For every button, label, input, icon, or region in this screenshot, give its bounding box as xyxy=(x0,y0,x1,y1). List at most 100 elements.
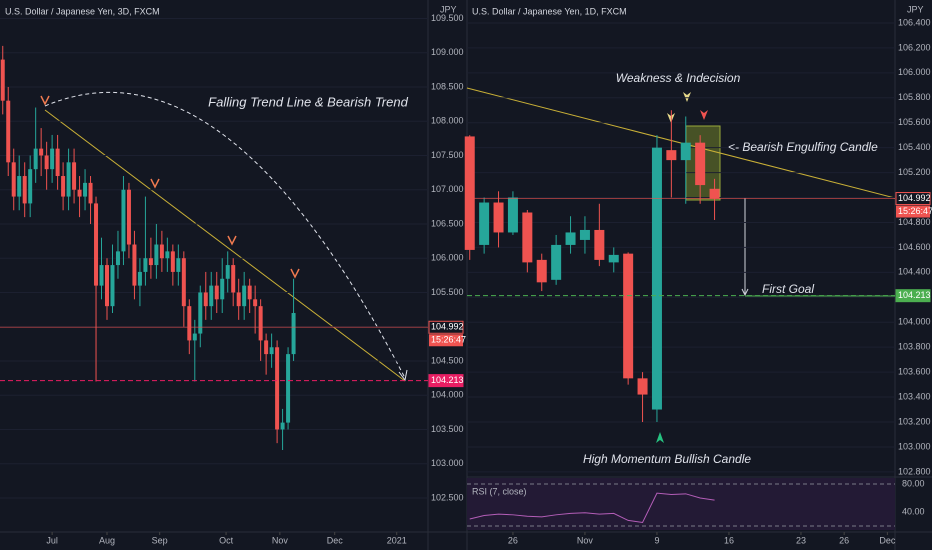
candle-body xyxy=(579,229,590,240)
y-tick-label: 106.200 xyxy=(898,42,931,52)
marker xyxy=(683,92,691,102)
candle-body xyxy=(680,142,691,161)
x-tick-label: 9 xyxy=(654,535,659,545)
candle-body xyxy=(275,347,280,430)
candle-body xyxy=(77,189,82,197)
candle-body xyxy=(61,176,66,197)
candle-body xyxy=(225,265,230,279)
candle-body xyxy=(137,271,142,286)
y-tick-label: 106.400 xyxy=(898,17,931,27)
candle-body xyxy=(154,244,159,266)
x-tick-label: 2021 xyxy=(387,535,407,545)
chart-title: U.S. Dollar / Japanese Yen, 1D, FXCM xyxy=(472,6,627,16)
rsi-line xyxy=(469,492,715,524)
y-tick-label: 107.000 xyxy=(431,184,464,194)
y-tick-label: 109.500 xyxy=(431,13,464,23)
marker xyxy=(150,178,160,189)
axis-unit: JPY xyxy=(907,4,924,14)
y-tick-label: 106.000 xyxy=(898,67,931,77)
y-tick-label: 104.800 xyxy=(898,217,931,227)
candle-body xyxy=(105,265,109,307)
x-tick-label: Dec xyxy=(879,535,896,545)
candle-body xyxy=(253,299,258,307)
candle-body xyxy=(493,202,504,233)
y-tick-label: 103.000 xyxy=(898,441,931,451)
y-tick-label: 104.600 xyxy=(898,242,931,252)
y-tick-label: 109.000 xyxy=(431,47,464,57)
x-tick-label: Sep xyxy=(152,535,168,545)
price-label: 104.213 xyxy=(898,290,931,300)
candle-body xyxy=(209,285,214,307)
y-tick-label: 107.500 xyxy=(431,150,464,160)
rsi-pane xyxy=(467,478,895,530)
x-tick-label: 16 xyxy=(724,535,734,545)
axis-unit: JPY xyxy=(440,4,457,14)
arrow-head xyxy=(741,288,749,297)
rsi-title: RSI (7, close) xyxy=(472,486,527,496)
y-tick-label: 102.500 xyxy=(431,492,464,502)
annotation: Weakness & Indecision xyxy=(616,71,741,85)
rsi-tick-label: 80.00 xyxy=(902,478,925,488)
price-label-bg xyxy=(428,320,464,334)
candle-body xyxy=(637,378,648,395)
candle-body xyxy=(709,188,720,199)
x-tick-label: 26 xyxy=(508,535,518,545)
candle-body xyxy=(88,182,93,204)
chart-title: U.S. Dollar / Japanese Yen, 3D, FXCM xyxy=(5,6,160,16)
annotation: Falling Trend Line & Bearish Trend xyxy=(208,94,408,109)
x-tick-label: Dec xyxy=(327,535,344,545)
candle-body xyxy=(264,340,269,355)
marker xyxy=(656,432,664,443)
candle-body xyxy=(99,265,104,286)
y-tick-label: 103.500 xyxy=(431,424,464,434)
countdown: 15:26:47 xyxy=(431,335,466,345)
y-tick-label: 103.200 xyxy=(898,416,931,426)
price-label-bg xyxy=(895,192,931,206)
candle-body xyxy=(121,189,126,252)
candle-body xyxy=(66,162,71,197)
candle-body xyxy=(28,169,33,204)
price-label-bg xyxy=(428,374,464,388)
candle-body xyxy=(22,176,27,204)
candle-body xyxy=(551,244,562,280)
x-tick-label: Oct xyxy=(219,535,234,545)
candle-body xyxy=(44,155,49,170)
y-tick-label: 104.000 xyxy=(431,390,464,400)
y-tick-label: 103.000 xyxy=(431,458,464,468)
candle-body xyxy=(231,265,236,293)
marker xyxy=(40,95,50,106)
x-tick-label: 26 xyxy=(839,535,849,545)
candle-body xyxy=(280,422,285,430)
countdown-bg xyxy=(429,334,463,347)
candle-body xyxy=(126,189,131,245)
x-tick-label: Jul xyxy=(46,535,58,545)
candle-body xyxy=(203,292,208,307)
candle-body xyxy=(269,347,274,355)
candle-body xyxy=(192,333,197,341)
y-tick-label: 105.200 xyxy=(898,167,931,177)
y-tick-label: 104.400 xyxy=(898,267,931,277)
x-tick-label: Aug xyxy=(99,535,115,545)
candle-body xyxy=(181,258,186,307)
annotation: High Momentum Bullish Candle xyxy=(583,452,751,466)
y-tick-label: 106.500 xyxy=(431,218,464,228)
marker xyxy=(227,235,237,246)
annotation: First Goal xyxy=(762,282,814,296)
candle-body xyxy=(198,292,203,334)
candle-body xyxy=(623,253,634,379)
price-label: 104.213 xyxy=(431,375,464,385)
x-tick-label: Nov xyxy=(577,535,594,545)
candle-body xyxy=(236,292,241,307)
candle-body xyxy=(666,150,677,161)
y-tick-label: 103.800 xyxy=(898,342,931,352)
candle-body xyxy=(159,244,164,259)
candle-body xyxy=(220,278,225,300)
x-tick-label: Nov xyxy=(272,535,289,545)
candle-body xyxy=(187,306,192,341)
y-tick-label: 105.800 xyxy=(898,92,931,102)
price-label: 104.992 xyxy=(898,193,931,203)
candle-body xyxy=(17,176,22,197)
price-label: 104.992 xyxy=(431,322,464,332)
arrow-head xyxy=(398,369,408,382)
candle-body xyxy=(608,254,619,263)
